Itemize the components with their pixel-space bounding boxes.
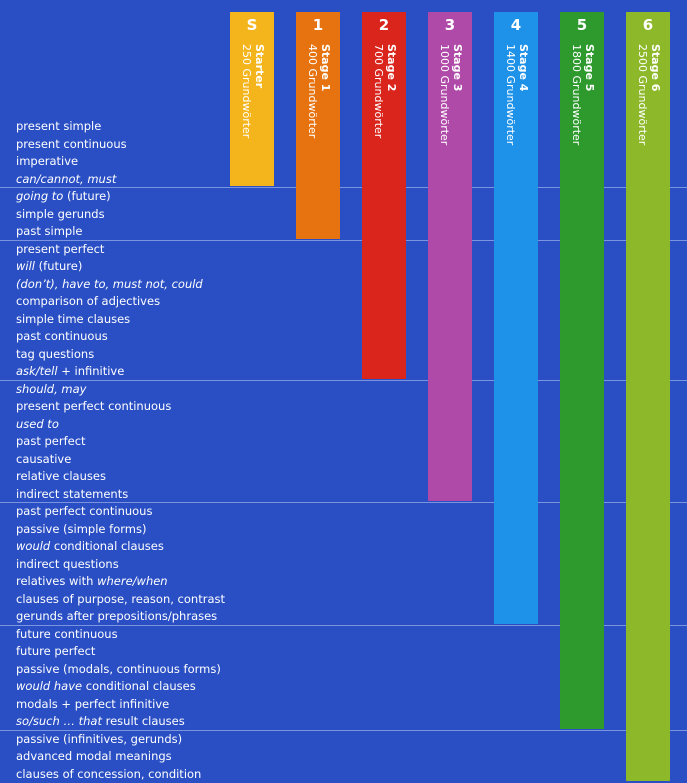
group-divider <box>0 502 687 503</box>
group-divider <box>0 187 687 188</box>
grammar-item: indirect questions <box>16 556 119 571</box>
grammar-item: future continuous <box>16 626 118 641</box>
grammar-item: used to <box>16 416 59 431</box>
grammar-item: past simple <box>16 224 83 238</box>
stage-label: Stage 5 1800 Grundwörter <box>570 44 596 145</box>
grammar-item: simple gerunds <box>16 206 105 221</box>
grammar-item: past continuous <box>16 329 108 343</box>
stage-bar-2: 2 Stage 2 700 Grundwörter <box>362 12 406 379</box>
stage-word-count: 1800 Grundwörter <box>570 44 583 146</box>
grammar-item: past perfect continuous <box>16 504 153 518</box>
grammar-item: causative <box>16 451 72 466</box>
group-divider <box>0 729 687 731</box>
grammar-item: passive (modals, continuous forms) <box>16 661 221 676</box>
grammar-item: would conditional clauses <box>16 539 164 553</box>
grammar-item: (don’t), have to, must not, could <box>16 276 203 291</box>
stage-badge: 2 <box>362 12 406 38</box>
grammar-item: relative clauses <box>16 469 106 483</box>
stage-label: Stage 1 400 Grundwörter <box>306 44 332 138</box>
grammar-item: past perfect <box>16 434 86 448</box>
stage-badge: 6 <box>626 12 670 38</box>
grammar-item: present continuous <box>16 136 127 151</box>
grammar-item: present perfect continuous <box>16 399 172 413</box>
grammar-item: relatives with where/when <box>16 574 168 588</box>
grammar-item: gerunds after prepositions/phrases <box>16 609 218 623</box>
stage-name: Stage 6 <box>649 44 662 92</box>
stage-badge: S <box>230 12 274 38</box>
stage-label: Starter 250 Grundwörter <box>240 44 266 138</box>
grammar-item: modals + perfect infinitive <box>16 696 170 711</box>
group-divider <box>0 239 687 241</box>
stage-label: Stage 6 2500 Grundwörter <box>636 44 662 145</box>
stage-word-count: 400 Grundwörter <box>306 44 319 139</box>
grammar-item: advanced modal meanings <box>16 749 172 763</box>
stage-badge: 3 <box>428 12 472 38</box>
stage-word-count: 700 Grundwörter <box>372 44 385 139</box>
grammar-item: imperative <box>16 154 79 168</box>
grammar-item: passive (infinitives, gerunds) <box>16 731 183 746</box>
stage-name: Starter <box>253 44 266 89</box>
grammar-item: simple time clauses <box>16 311 131 326</box>
stage-label: Stage 3 1000 Grundwörter <box>438 44 464 145</box>
stage-name: Stage 5 <box>583 44 596 92</box>
grammar-item: would have conditional clauses <box>16 679 196 693</box>
stage-bar-5: 5 Stage 5 1800 Grundwörter <box>560 12 604 729</box>
stage-badge: 4 <box>494 12 538 38</box>
stage-word-count: 250 Grundwörter <box>240 44 253 139</box>
grammar-item: passive (simple forms) <box>16 521 147 536</box>
stage-bar-3: 3 Stage 3 1000 Grundwörter <box>428 12 472 501</box>
grammar-item: should, may <box>16 381 87 396</box>
stage-word-count: 1000 Grundwörter <box>438 44 451 146</box>
stage-bar-S: S Starter 250 Grundwörter <box>230 12 274 186</box>
grammar-item: clauses of concession, condition <box>16 766 202 781</box>
grammar-item: clauses of purpose, reason, contrast <box>16 591 225 606</box>
stage-name: Stage 2 <box>385 44 398 92</box>
grammar-item: indirect statements <box>16 486 129 501</box>
stage-name: Stage 4 <box>517 44 530 92</box>
group-divider <box>0 379 687 381</box>
grammar-item: going to (future) <box>16 189 111 203</box>
stage-bar-4: 4 Stage 4 1400 Grundwörter <box>494 12 538 624</box>
stage-label: Stage 2 700 Grundwörter <box>372 44 398 138</box>
grammar-item: present perfect <box>16 241 105 256</box>
grammar-item: ask/tell + infinitive <box>16 364 125 378</box>
stage-badge: 5 <box>560 12 604 38</box>
grammar-item: will (future) <box>16 259 83 273</box>
stage-name: Stage 1 <box>319 44 332 92</box>
grammar-item: present simple <box>16 119 102 133</box>
stage-word-count: 1400 Grundwörter <box>504 44 517 146</box>
stage-bar-1: 1 Stage 1 400 Grundwörter <box>296 12 340 239</box>
grammar-item: tag questions <box>16 346 95 361</box>
stage-word-count: 2500 Grundwörter <box>636 44 649 146</box>
grammar-item: can/cannot, must <box>16 171 117 186</box>
grammar-item: so/such … that result clauses <box>16 714 185 728</box>
stage-badge: 1 <box>296 12 340 38</box>
stage-bar-6: 6 Stage 6 2500 Grundwörter <box>626 12 670 781</box>
grammar-item: comparison of adjectives <box>16 294 161 308</box>
grammar-item: future perfect <box>16 644 96 658</box>
stage-name: Stage 3 <box>451 44 464 92</box>
group-divider <box>0 624 687 626</box>
stage-label: Stage 4 1400 Grundwörter <box>504 44 530 145</box>
